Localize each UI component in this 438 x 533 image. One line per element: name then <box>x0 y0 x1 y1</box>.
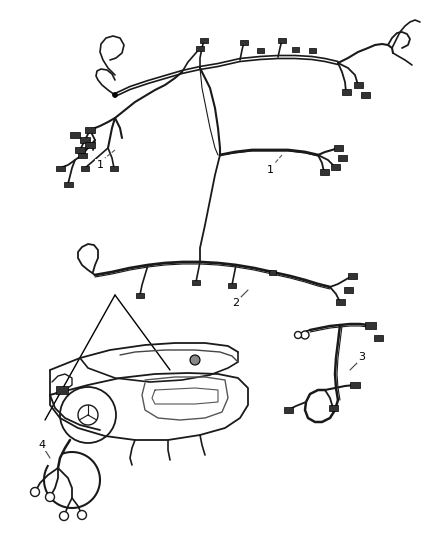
Text: 4: 4 <box>39 440 46 450</box>
Bar <box>56 386 68 394</box>
Circle shape <box>60 512 68 521</box>
Circle shape <box>78 511 86 520</box>
Bar <box>308 47 315 52</box>
Circle shape <box>294 332 301 338</box>
Bar <box>331 164 339 170</box>
Bar <box>228 282 236 287</box>
Circle shape <box>190 355 200 365</box>
Circle shape <box>46 492 54 502</box>
Bar <box>78 152 86 157</box>
Bar <box>283 407 293 413</box>
Bar <box>196 45 204 51</box>
Bar <box>64 182 73 187</box>
Text: 2: 2 <box>233 298 240 308</box>
Bar <box>343 287 353 293</box>
Bar <box>268 270 276 274</box>
Bar <box>353 82 363 88</box>
Bar <box>85 127 95 133</box>
Bar <box>292 46 299 52</box>
Bar <box>278 37 286 43</box>
Bar <box>338 155 346 161</box>
Bar <box>319 169 328 175</box>
Bar <box>56 166 64 171</box>
Bar <box>200 37 208 43</box>
Bar <box>85 142 95 148</box>
Bar <box>342 89 350 95</box>
Bar <box>240 39 248 44</box>
Text: 1: 1 <box>266 165 273 175</box>
Bar <box>328 405 338 411</box>
Bar <box>80 137 90 143</box>
Bar <box>70 132 80 138</box>
Bar <box>374 335 382 341</box>
Bar <box>360 92 370 98</box>
Bar <box>347 273 357 279</box>
Bar <box>333 145 343 151</box>
Bar <box>75 147 85 153</box>
Text: 3: 3 <box>358 352 365 362</box>
Bar <box>192 279 200 285</box>
Bar <box>350 382 360 388</box>
Circle shape <box>301 331 309 339</box>
Text: 1: 1 <box>96 160 103 170</box>
Bar <box>364 321 375 328</box>
Bar <box>336 299 345 305</box>
Bar <box>136 293 144 297</box>
Bar <box>110 166 118 171</box>
Circle shape <box>31 488 39 497</box>
Circle shape <box>113 93 117 98</box>
Bar <box>81 166 89 171</box>
Bar <box>257 47 264 52</box>
